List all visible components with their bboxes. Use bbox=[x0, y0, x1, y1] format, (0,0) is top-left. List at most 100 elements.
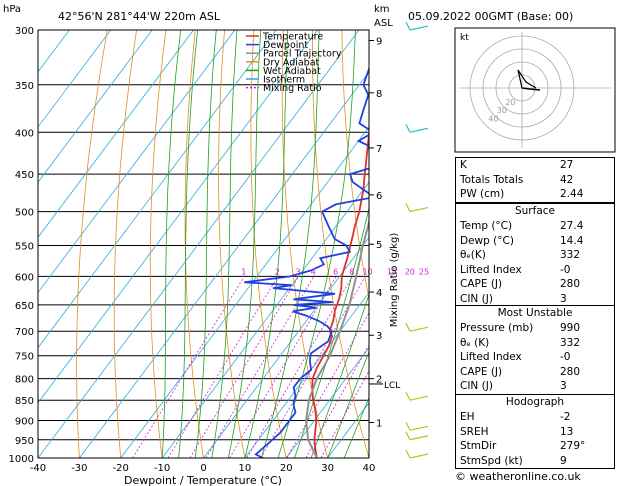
wet-adiabat bbox=[161, 30, 182, 458]
most-unstable-title: Most Unstable bbox=[497, 307, 573, 319]
index-label: PW (cm) bbox=[460, 188, 505, 200]
most-unstable-row: Lifted Index -0 bbox=[456, 350, 614, 365]
surface-value: 14.4 bbox=[560, 234, 584, 247]
wind-barb-flag bbox=[405, 21, 411, 31]
wet-adiabat bbox=[310, 293, 369, 458]
surface-value: 332 bbox=[560, 249, 581, 261]
hodograph-kt-label: kt bbox=[460, 33, 469, 43]
isotherm-line bbox=[38, 30, 318, 404]
mixing-ratio-label: 15 bbox=[387, 267, 397, 276]
most-unstable-value: 280 bbox=[560, 365, 581, 378]
dry-adiabat bbox=[113, 30, 137, 458]
most-unstable-value: 990 bbox=[560, 322, 581, 334]
temperature-tick-label: 40 bbox=[363, 463, 376, 474]
wind-barb bbox=[409, 435, 429, 441]
km-tick-label: 3 bbox=[376, 331, 382, 342]
plot-frame bbox=[37, 29, 370, 459]
dry-adiabat bbox=[371, 30, 452, 458]
surface-title: Surface bbox=[514, 205, 555, 217]
surface-row: θₑ(K) 332 bbox=[456, 248, 614, 263]
mixing-ratio-label: 25 bbox=[419, 267, 429, 276]
wind-barb bbox=[409, 207, 429, 213]
location-text: 42°56'N 281°44'W 220m ASL bbox=[58, 10, 221, 23]
index-value: 42 bbox=[560, 173, 574, 186]
km-tick-label: 5 bbox=[376, 240, 382, 251]
mixing-ratio-line bbox=[205, 276, 315, 458]
index-label: K bbox=[460, 159, 467, 171]
hodograph-value: 13 bbox=[560, 425, 574, 438]
legend-entry: Mixing Ratio bbox=[263, 83, 322, 94]
km-tick-label: 4 bbox=[376, 288, 382, 299]
most-unstable-label: CIN (J) bbox=[460, 380, 493, 392]
dry-adiabat bbox=[218, 30, 246, 458]
surface-label: Lifted Index bbox=[460, 263, 522, 276]
mixing-ratio-label: 10 bbox=[362, 267, 372, 276]
most-unstable-value: -0 bbox=[560, 351, 571, 363]
hodograph-label: EH bbox=[460, 411, 475, 423]
isotherm-line bbox=[38, 30, 194, 238]
hodograph-trace bbox=[517, 69, 537, 89]
index-value: 27 bbox=[560, 159, 574, 171]
dry-adiabat bbox=[184, 30, 204, 458]
surface-label: CAPE (J) bbox=[460, 278, 503, 290]
isotherm-line bbox=[38, 30, 70, 73]
mixing-ratio-line bbox=[320, 370, 369, 458]
hodograph-table: Hodograph EH -2 SREH 13 StmDir 279° StmSpd (kt… bbox=[455, 394, 615, 469]
surface-label: CIN (J) bbox=[460, 292, 493, 305]
most-unstable-label: Pressure (mb) bbox=[460, 322, 534, 334]
legend-entry: Parcel Trajectory bbox=[263, 49, 342, 60]
wet-adiabat bbox=[277, 30, 356, 458]
index-row: Totals Totals 42 bbox=[456, 173, 614, 188]
pressure-tick-label: 1000 bbox=[9, 454, 34, 465]
most-unstable-row: Pressure (mb) 990 bbox=[456, 321, 614, 336]
most-unstable-label: Lifted Index bbox=[460, 351, 522, 363]
wind-barb-flag bbox=[405, 391, 411, 401]
isotherm-line bbox=[38, 30, 112, 128]
wet-adiabat bbox=[211, 30, 238, 458]
pressure-tick-label: 700 bbox=[15, 327, 34, 338]
wind-barb-flag bbox=[405, 422, 411, 431]
pressure-tick-label: 900 bbox=[15, 417, 34, 428]
index-value: 2.44 bbox=[560, 188, 584, 200]
temperature-tick-label: -20 bbox=[113, 463, 129, 474]
wind-barb-flag bbox=[405, 431, 411, 441]
mixing-ratio-line bbox=[246, 276, 353, 458]
surface-value: 27.4 bbox=[560, 220, 584, 232]
wet-adiabat bbox=[227, 30, 262, 458]
parcel-trajectory-line bbox=[305, 218, 369, 458]
wet-adiabat bbox=[327, 350, 369, 458]
pressure-tick-label: 600 bbox=[15, 272, 34, 283]
dry-adiabat bbox=[250, 30, 287, 458]
hodograph-row: StmDir 279° bbox=[456, 439, 614, 454]
dewpoint-line bbox=[244, 66, 369, 458]
hodograph-label: SREH bbox=[460, 425, 489, 438]
mixing-ratio-label: 20 bbox=[405, 267, 415, 276]
mixing-ratio-line bbox=[305, 344, 369, 458]
wind-barb bbox=[409, 425, 429, 431]
most-unstable-label: θₑ (K) bbox=[460, 336, 490, 349]
temperature-tick-label: -30 bbox=[71, 463, 87, 474]
pressure-tick-label: 950 bbox=[15, 436, 34, 447]
pressure-tick-label: 750 bbox=[15, 352, 34, 363]
km-tick-label: 6 bbox=[376, 191, 382, 202]
x-axis-title: Dewpoint / Temperature (°C) bbox=[124, 474, 282, 486]
surface-row: CAPE (J) 280 bbox=[456, 277, 614, 292]
legend-entry: Temperature bbox=[262, 32, 323, 43]
isotherm-line bbox=[38, 30, 360, 458]
surface-value: 280 bbox=[560, 278, 581, 290]
wind-barb bbox=[409, 25, 429, 31]
dry-adiabat bbox=[281, 30, 328, 458]
wind-barb-flag bbox=[405, 449, 411, 459]
legend-entry: Dry Adiabat bbox=[263, 57, 320, 68]
hodograph-row: SREH 13 bbox=[456, 425, 614, 440]
surface-label: Temp (°C) bbox=[460, 220, 513, 232]
wet-adiabat bbox=[178, 30, 199, 458]
hodograph-label: StmDir bbox=[460, 440, 497, 452]
isotherm-line bbox=[161, 181, 369, 458]
pressure-tick-label: 850 bbox=[15, 396, 34, 407]
legend-entry: Wet Adiabat bbox=[263, 66, 321, 77]
hodograph-ring-label: 20 bbox=[505, 98, 515, 107]
hodograph-title: Hodograph bbox=[505, 396, 565, 408]
